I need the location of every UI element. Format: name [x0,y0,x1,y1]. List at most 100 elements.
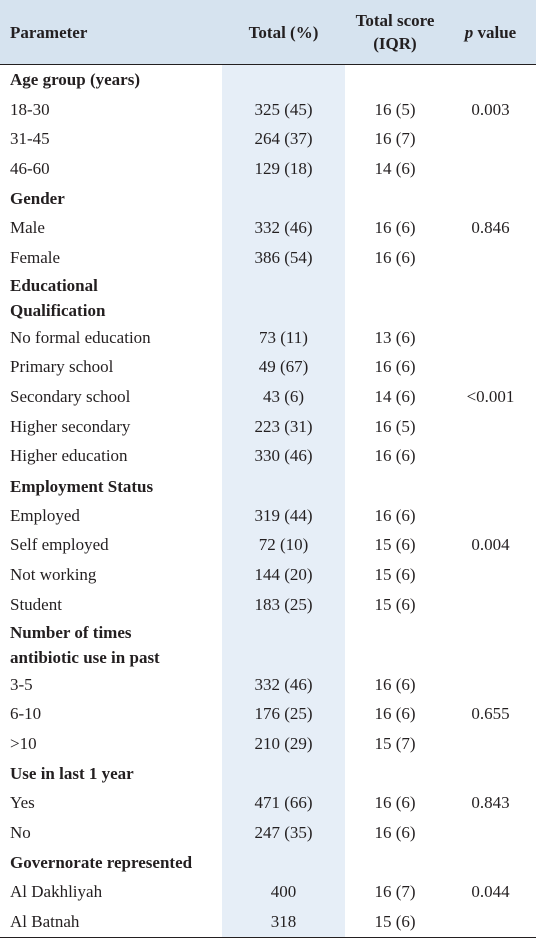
section-title: Gender [0,184,222,214]
score-cell: 16 (6) [374,822,416,842]
row-label: Primary school [10,357,114,377]
table-row: Higher secondary 223 (31) 16 (5) [0,411,536,442]
section-row: Number of times antibiotic use in past [0,619,536,670]
total-cell: 210 (29) [222,729,345,759]
p-cell: <0.001 [466,387,515,407]
section-title-line: antibiotic use in past [10,647,160,667]
header-text: value [477,22,517,42]
row-label: 18-30 [10,99,50,119]
cell [222,183,345,214]
section-row: Employment Status [0,471,536,501]
score-cell: 15 (6) [374,594,416,614]
section-row: Gender [0,183,536,214]
p-cell [445,243,536,273]
total-cell: 144 (20) [222,560,345,590]
table-body: Age group (years) 18-30 325 (45) 16 (5) 0.00… [0,64,536,938]
table-row: Higher education 330 (46) 16 (6) [0,441,536,472]
row-label: 3-5 [10,674,33,694]
score-cell: 13 (6) [374,327,416,347]
row-label: Al Batnah [0,907,222,938]
total-cell: 319 (44) [222,500,345,531]
section-row: Governorate represented [0,847,536,878]
table-header: Parameter Total (%) Total score (IQR) p v… [0,0,536,65]
section-title: Age group (years) [0,65,222,95]
p-cell [445,590,536,620]
total-cell: 386 (54) [222,243,345,273]
total-cell: 72 (10) [222,530,345,561]
row-label: Self employed [10,535,109,555]
total-cell: 49 (67) [222,352,345,383]
row-label: Male [10,218,45,238]
total-cell: 325 (45) [222,94,345,125]
row-label: 31-45 [10,129,50,149]
cell [445,65,536,95]
row-label: Female [10,247,61,267]
score-cell: 15 (6) [374,535,416,555]
row-label: Employed [10,505,80,525]
total-cell: 176 (25) [222,699,345,730]
p-cell [445,670,536,700]
cell [445,848,536,878]
row-label: Yes [10,793,35,813]
table-row: Female 386 (54) 16 (6) [0,243,536,273]
table-row: 18-30 325 (45) 16 (5) 0.003 [0,94,536,125]
header-cell: Total (%) [222,0,345,65]
section-row: Use in last 1 year [0,758,536,789]
section-title-line: Age group (years) [10,70,140,90]
p-cell [445,501,536,531]
score-cell: 16 (7) [374,882,416,902]
score-cell: 16 (6) [374,247,416,267]
table-row: 46-60 129 (18) 14 (6) [0,154,536,184]
p-cell: 0.843 [471,793,510,813]
table-row: 31-45 264 (37) 16 (7) [0,124,536,155]
cell [222,847,345,878]
p-cell: 0.004 [471,535,510,555]
p-symbol: p [464,22,474,42]
header-line: (IQR) [373,34,417,53]
section-row: Age group (years) [0,64,536,95]
table-row: 3-5 332 (46) 16 (6) [0,669,536,700]
section-title: Governorate represented [0,848,222,878]
section-title: Number of times antibiotic use in past [0,620,222,670]
score-cell: 16 (5) [374,416,416,436]
p-cell [445,729,536,759]
section-title-line: Educational [10,275,98,295]
row-label: 46-60 [10,158,50,178]
cell [445,273,536,323]
header-cell: Parameter [0,0,222,65]
table-row: Employed 319 (44) 16 (6) [0,500,536,531]
row-label: Not working [10,565,97,585]
p-cell [445,124,536,154]
table-row: Secondary school 43 (6) 14 (6) <0.001 [0,382,536,412]
section-title-line: Use in last 1 year [10,764,134,784]
cell [222,471,345,501]
cell [345,471,445,501]
row-label: >10 [10,733,37,753]
p-cell [445,560,536,590]
header-cell: p value [445,0,536,65]
cell [222,64,345,95]
p-cell [445,353,536,383]
p-cell [445,154,536,184]
row-label: No formal education [10,327,151,347]
score-cell: 15 (7) [374,733,416,753]
p-cell [445,907,536,938]
cell [222,619,345,670]
score-cell: 14 (6) [374,158,416,178]
cell [445,471,536,501]
total-cell: 43 (6) [222,382,345,412]
score-cell: 16 (6) [374,704,416,724]
score-cell: 16 (7) [374,129,416,149]
total-cell: 183 (25) [222,590,345,620]
total-cell: 73 (11) [222,322,345,353]
header-row: Parameter Total (%) Total score (IQR) p v… [0,0,536,65]
cell [222,272,345,323]
table-row: 6-10 176 (25) 16 (6) 0.655 [0,699,536,730]
row-label: Higher education [10,446,128,466]
cell [445,759,536,789]
header-cell: Total score (IQR) [345,0,445,65]
p-cell: 0.003 [471,99,510,119]
total-cell: 332 (46) [222,669,345,700]
table-row: >10 210 (29) 15 (7) [0,729,536,759]
